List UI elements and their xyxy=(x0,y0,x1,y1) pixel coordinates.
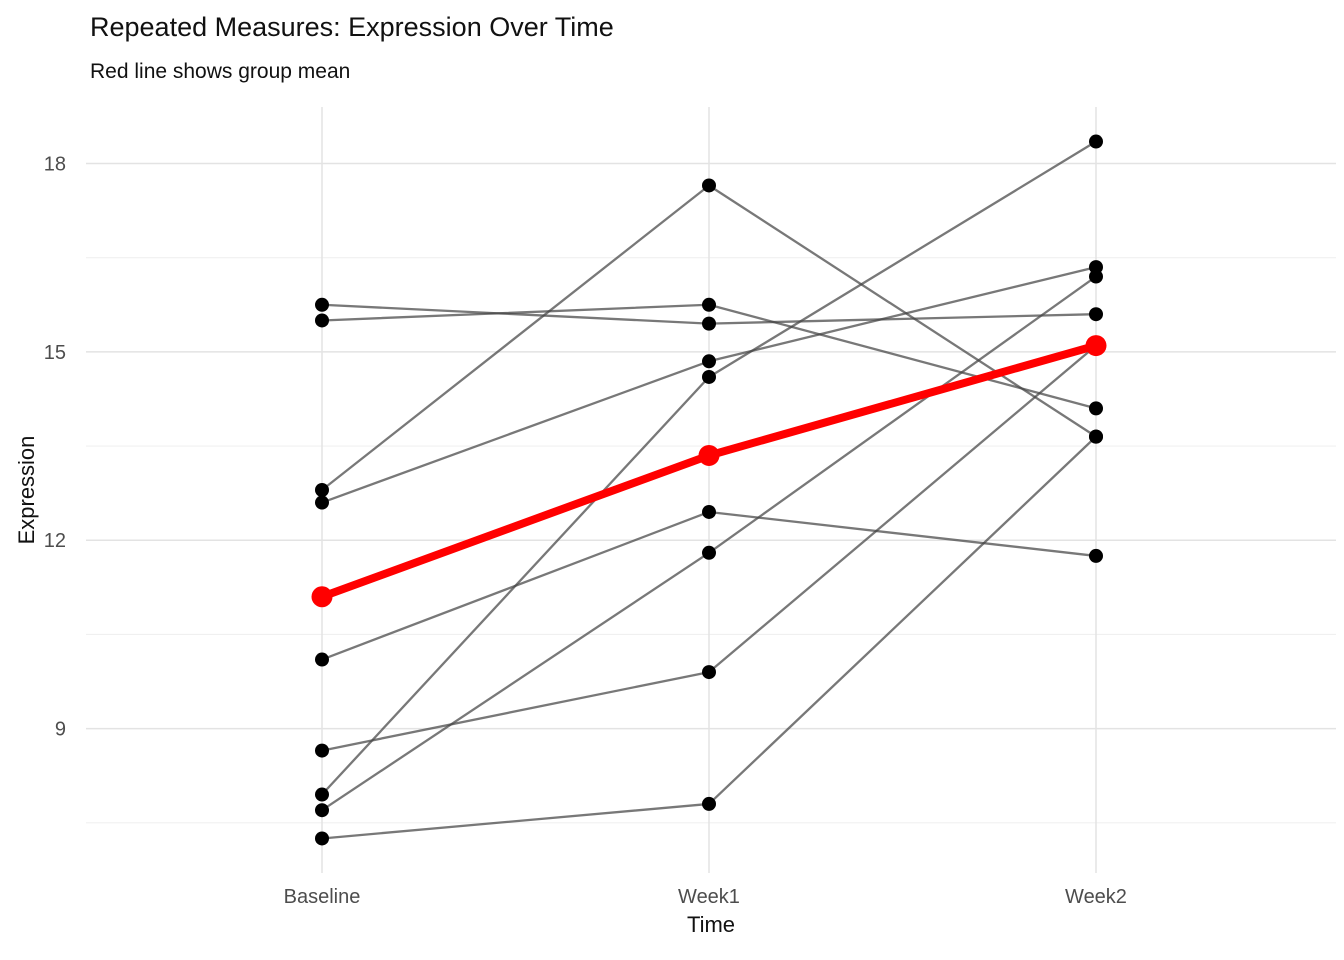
data-point-subject-2-week2 xyxy=(1089,401,1103,416)
chart-title: Repeated Measures: Expression Over Time xyxy=(90,12,614,42)
data-point-subject-8-baseline xyxy=(315,803,329,818)
y-tick-label-12: 12 xyxy=(44,530,66,552)
data-point-subject-7-week1 xyxy=(702,369,716,384)
data-point-subject-7-baseline xyxy=(315,787,329,802)
data-point-subject-8-week1 xyxy=(702,545,716,560)
y-axis-title: Expression xyxy=(14,435,39,545)
data-point-subject-1-week1 xyxy=(702,316,716,331)
data-point-subject-6-baseline xyxy=(315,743,329,758)
data-point-subject-3-baseline xyxy=(315,483,329,497)
y-tick-label-18: 18 xyxy=(44,154,66,176)
data-point-subject-8-week2 xyxy=(1089,269,1103,284)
x-axis-title: Time xyxy=(686,912,736,937)
data-point-subject-7-week2 xyxy=(1089,134,1103,149)
data-point-subject-1-baseline xyxy=(315,297,329,312)
x-tick-label-week2: Week2 xyxy=(1065,886,1127,908)
x-tick-label-baseline: Baseline xyxy=(284,886,361,908)
y-tick-label-9: 9 xyxy=(55,719,66,741)
y-tick-label-15: 15 xyxy=(44,342,66,364)
data-point-subject-3-week1 xyxy=(702,178,716,193)
data-point-subject-9-week2 xyxy=(1089,429,1103,444)
data-point-subject-5-week2 xyxy=(1089,548,1103,563)
data-point-subject-9-week1 xyxy=(702,796,716,811)
chart-subtitle: Red line shows group mean xyxy=(90,60,351,83)
data-point-subject-4-week1 xyxy=(702,354,716,369)
data-point-subject-9-baseline xyxy=(315,831,329,846)
mean-point-week1 xyxy=(698,444,720,466)
data-point-subject-2-week1 xyxy=(702,297,716,312)
data-point-subject-5-baseline xyxy=(315,652,329,667)
x-tick-label-week1: Week1 xyxy=(678,886,740,908)
data-point-subject-5-week1 xyxy=(702,504,716,519)
data-point-subject-6-week1 xyxy=(702,665,716,680)
mean-point-baseline xyxy=(311,586,333,608)
data-point-subject-4-baseline xyxy=(315,495,329,510)
mean-point-week2 xyxy=(1085,335,1107,357)
data-point-subject-2-baseline xyxy=(315,313,329,328)
data-point-subject-1-week2 xyxy=(1089,307,1103,322)
